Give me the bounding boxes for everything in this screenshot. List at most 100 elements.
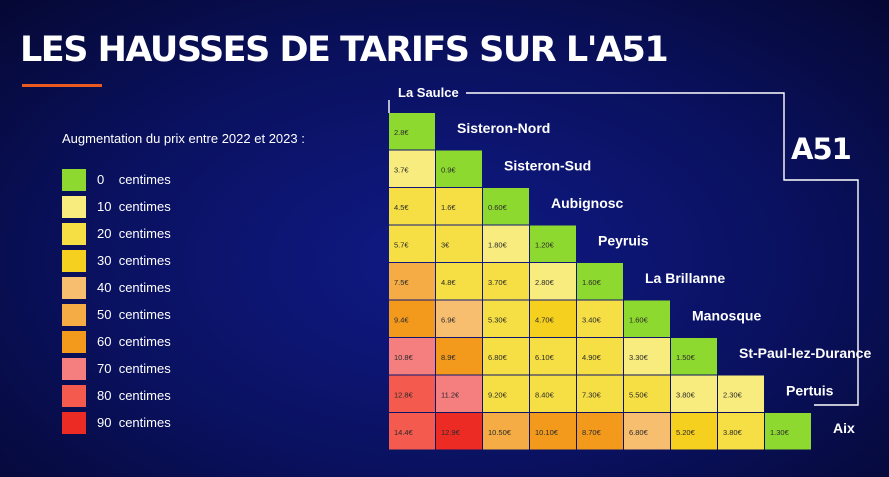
- legend-swatch: [62, 250, 86, 272]
- legend-label: 10 centimes: [97, 199, 171, 214]
- price-value: 12.9€: [441, 428, 461, 437]
- price-value: 5.50€: [629, 390, 649, 399]
- price-cell: [577, 338, 623, 375]
- price-cell: [530, 263, 576, 300]
- brand-a51: A51: [791, 132, 852, 166]
- price-value: 4.5€: [394, 203, 409, 212]
- legend-swatch: [62, 277, 86, 299]
- legend-swatch: [62, 304, 86, 326]
- price-value: 2.8€: [394, 128, 409, 137]
- legend-label: 20 centimes: [97, 226, 171, 241]
- price-value: 1.60€: [582, 278, 602, 287]
- station-label: Manosque: [692, 308, 761, 324]
- price-cell: [389, 338, 435, 375]
- legend-label: 40 centimes: [97, 280, 171, 295]
- legend-swatch: [62, 223, 86, 245]
- price-value: 7.30€: [582, 390, 602, 399]
- price-cell: [577, 263, 623, 300]
- legend-swatch: [62, 412, 86, 434]
- price-cell: [389, 413, 435, 450]
- price-value: 4.70€: [535, 315, 555, 324]
- station-label: Peyruis: [598, 233, 649, 249]
- price-cell: [436, 263, 482, 300]
- price-value: 8.40€: [535, 390, 555, 399]
- price-cell: [530, 375, 576, 412]
- price-cell: [671, 413, 717, 450]
- price-cell: [577, 413, 623, 450]
- station-label: Sisteron-Sud: [504, 158, 591, 174]
- price-cell: [483, 300, 529, 337]
- price-cell: [436, 225, 482, 262]
- price-value: 11.2€: [441, 390, 460, 399]
- legend-label: 50 centimes: [97, 307, 171, 322]
- price-cell: [530, 300, 576, 337]
- price-cell: [530, 338, 576, 375]
- price-cell: [671, 375, 717, 412]
- price-value: 1.6€: [441, 203, 456, 212]
- price-cell: [483, 263, 529, 300]
- legend-label: 80 centimes: [97, 388, 171, 403]
- station-label: Sisteron-Nord: [457, 120, 550, 136]
- price-cell: [389, 225, 435, 262]
- legend-swatch: [62, 358, 86, 380]
- price-cell: [436, 188, 482, 225]
- price-cell: [483, 188, 529, 225]
- price-cell: [624, 338, 670, 375]
- price-cell: [389, 300, 435, 337]
- price-cell: [718, 375, 764, 412]
- price-value: 14.4€: [394, 428, 414, 437]
- price-value: 6.9€: [441, 315, 456, 324]
- price-value: 5.20€: [676, 428, 696, 437]
- price-value: 6.80€: [629, 428, 649, 437]
- price-cell: [483, 375, 529, 412]
- price-value: 0.60€: [488, 203, 508, 212]
- price-cell: [389, 188, 435, 225]
- price-value: 1.60€: [629, 315, 649, 324]
- price-value: 1.50€: [676, 353, 696, 362]
- route-line: [466, 92, 859, 406]
- price-cell: [389, 375, 435, 412]
- legend-swatch: [62, 169, 86, 191]
- price-cell: [577, 300, 623, 337]
- price-value: 1.80€: [488, 240, 508, 249]
- price-cell: [671, 338, 717, 375]
- price-value: 5.30€: [488, 315, 508, 324]
- station-label: Pertuis: [786, 383, 834, 399]
- price-cell: [624, 300, 670, 337]
- station-label: Aix: [833, 420, 855, 436]
- title-underline: [22, 84, 102, 87]
- price-value: 2.30€: [723, 390, 743, 399]
- price-cell: [389, 263, 435, 300]
- legend-swatch: [62, 385, 86, 407]
- price-value: 6.80€: [488, 353, 508, 362]
- price-cell: [718, 413, 764, 450]
- legend-label: 70 centimes: [97, 361, 171, 376]
- page-title: LES HAUSSES DE TARIFS SUR L'A51: [20, 30, 669, 70]
- price-value: 4.90€: [582, 353, 602, 362]
- price-cell: [577, 375, 623, 412]
- price-value: 10.8€: [394, 353, 414, 362]
- price-cell: [483, 338, 529, 375]
- price-value: 3.70€: [488, 278, 508, 287]
- price-cell: [530, 413, 576, 450]
- price-value: 1.30€: [770, 428, 790, 437]
- station-label: St-Paul-lez-Durance: [739, 345, 871, 361]
- price-cell: [436, 375, 482, 412]
- price-cell: [483, 413, 529, 450]
- price-value: 8.70€: [582, 428, 602, 437]
- price-cell: [483, 225, 529, 262]
- price-value: 10.50€: [488, 428, 512, 437]
- price-cell: [436, 150, 482, 187]
- price-value: 5.7€: [394, 240, 409, 249]
- price-value: 1.20€: [535, 240, 555, 249]
- price-value: 6.10€: [535, 353, 555, 362]
- price-cell: [624, 375, 670, 412]
- price-value: 12.8€: [394, 390, 414, 399]
- price-cell: [389, 113, 435, 150]
- legend-label: 0 centimes: [97, 172, 171, 187]
- legend-label: 90 centimes: [97, 415, 171, 430]
- legend-label: 30 centimes: [97, 253, 171, 268]
- price-cell: [530, 225, 576, 262]
- price-value: 0.9€: [441, 165, 456, 174]
- price-cell: [389, 150, 435, 187]
